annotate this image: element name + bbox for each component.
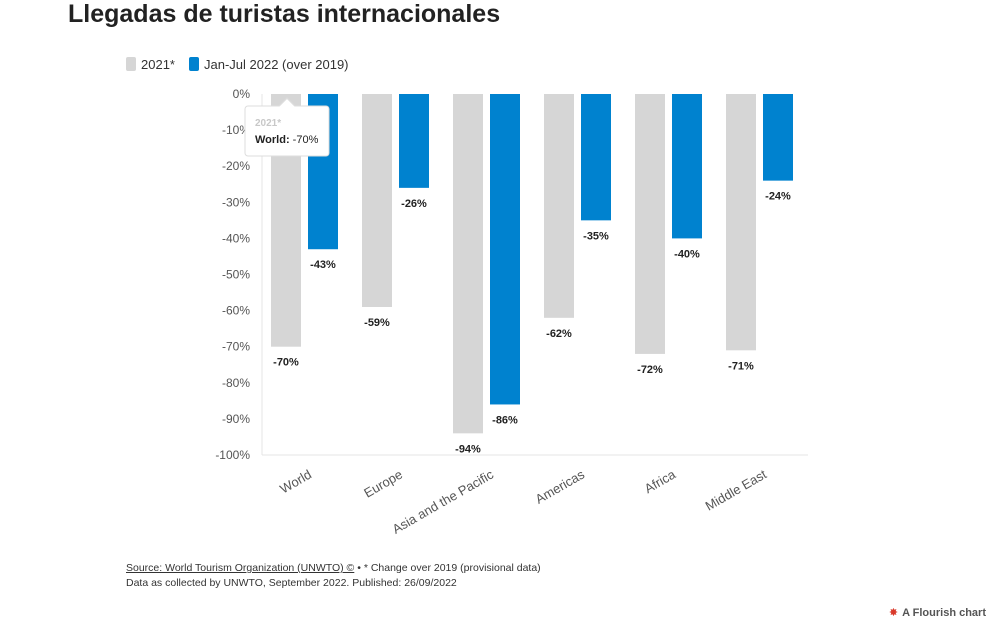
bar-2021[interactable]	[726, 94, 756, 351]
tooltip-pointer-outline	[278, 97, 296, 107]
bar-2022[interactable]	[399, 94, 429, 188]
tooltip-pointer	[279, 99, 295, 107]
y-tick-label: -90%	[222, 412, 250, 426]
bar-2021[interactable]	[362, 94, 392, 307]
x-tick-label: World	[277, 467, 314, 497]
data-label: -94%	[455, 443, 481, 455]
data-label: -43%	[310, 259, 336, 271]
chart-area: 0% -10% -20% -30% -40% -50% -60% -70% -80% -90% -1…	[215, 87, 808, 537]
data-label: -71%	[728, 360, 754, 372]
legend-swatch	[126, 57, 136, 71]
data-label: -40%	[674, 248, 700, 260]
tooltip-value: World: -70%	[255, 134, 319, 146]
x-tick-label: Africa	[642, 466, 679, 496]
bar-2021[interactable]	[635, 94, 665, 354]
y-tick-label: -70%	[222, 340, 250, 354]
y-tick-label: -40%	[222, 231, 250, 245]
footer: Source: World Tourism Organization (UNWT…	[126, 561, 541, 591]
y-tick-label: 0%	[233, 87, 251, 101]
bar-2022[interactable]	[581, 94, 611, 221]
source-link[interactable]: Source: World Tourism Organization (UNWT…	[126, 562, 355, 574]
x-tick-label: Europe	[361, 467, 405, 501]
flourish-credit-label: A Flourish chart	[902, 606, 986, 619]
y-tick-label: -30%	[222, 195, 250, 209]
bar-2022[interactable]	[490, 94, 520, 405]
legend-item-1[interactable]: Jan-Jul 2022 (over 2019)	[188, 56, 349, 72]
legend-label: Jan-Jul 2022 (over 2019)	[203, 56, 349, 72]
data-label: -70%	[273, 357, 299, 369]
x-tick-label: Middle East	[703, 466, 770, 513]
y-tick-label: -50%	[222, 268, 250, 282]
y-tick-label: -20%	[222, 159, 250, 173]
tooltip-box	[244, 105, 330, 157]
y-tick-label: -80%	[222, 376, 250, 390]
footer-source-note: • * Change over 2019 (provisional data)	[354, 562, 541, 574]
footer-data-note: Data as collected by UNWTO, September 20…	[126, 577, 457, 589]
legend: 2021* Jan-Jul 2022 (over 2019)	[126, 56, 363, 72]
footer-source-line: Source: World Tourism Organization (UNWT…	[126, 561, 541, 576]
x-tick-label: Americas	[533, 466, 588, 506]
y-tick-label: -100%	[215, 448, 250, 462]
bar-2022[interactable]	[763, 94, 793, 181]
tooltip-category: World:	[255, 134, 290, 146]
data-label: -86%	[492, 414, 518, 426]
tooltip-value-text: -70%	[290, 134, 319, 146]
bar-2022[interactable]	[672, 94, 702, 239]
tooltip-series: 2021*	[255, 118, 281, 129]
chart-title: Llegadas de turistas internacionales	[68, 0, 501, 28]
data-label: -72%	[637, 364, 663, 376]
data-label: -35%	[583, 230, 609, 242]
x-tick-label: Asia and the Pacific	[390, 466, 497, 536]
data-label: -26%	[401, 198, 427, 210]
bar-2021[interactable]	[544, 94, 574, 318]
legend-swatch	[188, 57, 199, 71]
bar-2021[interactable]	[453, 94, 483, 434]
data-label: -24%	[765, 191, 791, 203]
data-label: -62%	[546, 328, 572, 340]
y-tick-label: -60%	[222, 304, 250, 318]
data-label: -59%	[364, 317, 390, 329]
legend-item-0[interactable]: 2021*	[126, 57, 175, 72]
legend-label: 2021*	[141, 56, 175, 72]
flourish-credit[interactable]: ✸ A Flourish chart	[888, 606, 986, 620]
flourish-logo-icon: ✸	[888, 607, 899, 619]
y-tick-label: -10%	[222, 123, 250, 137]
